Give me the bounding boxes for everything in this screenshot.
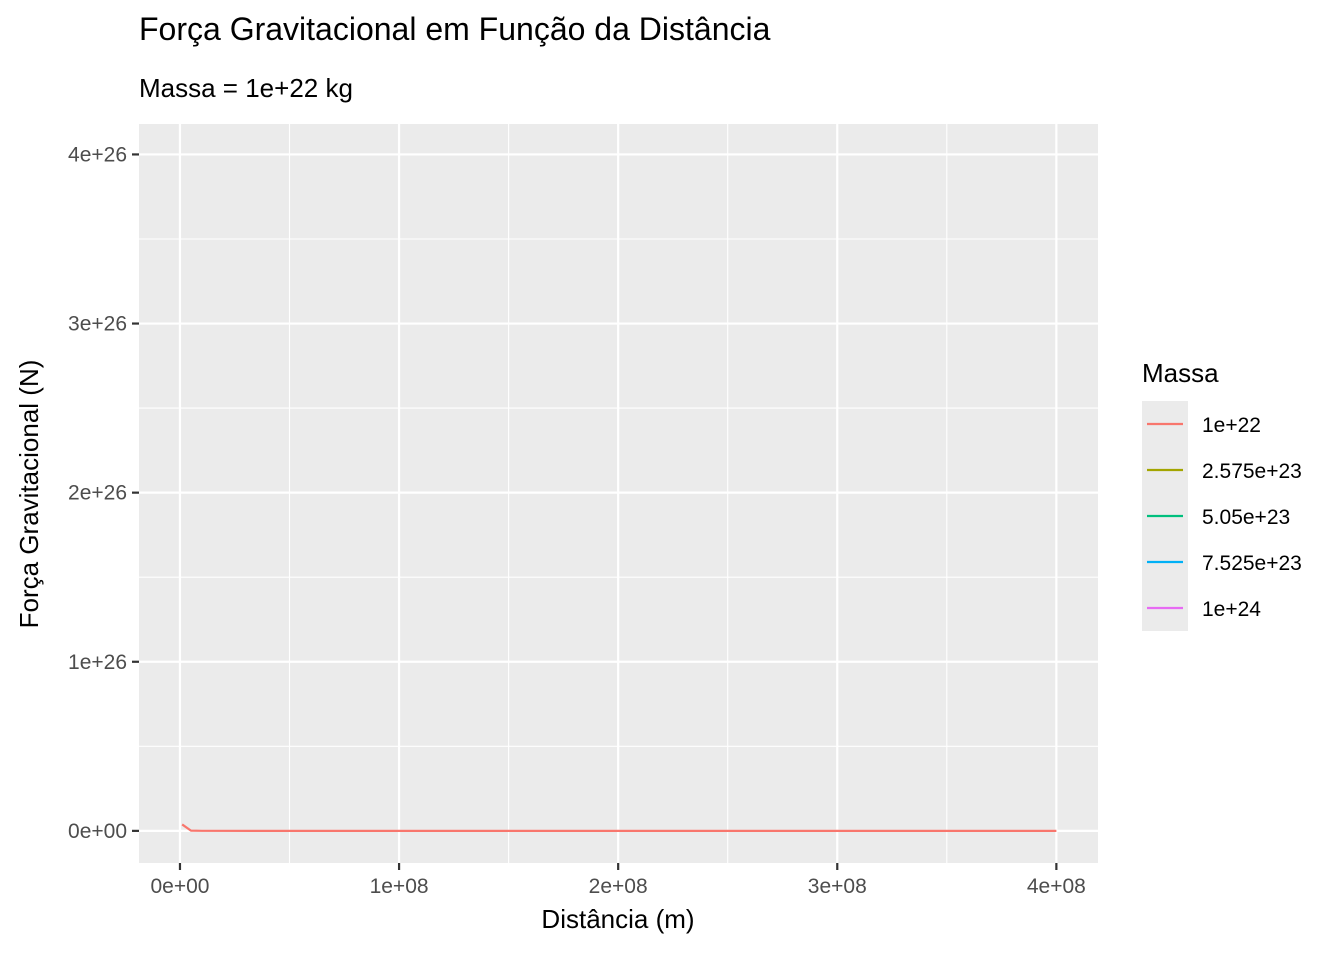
legend-label-2.575e+23: 2.575e+23 [1202,460,1302,483]
y-tick-label: 3e+26 [68,313,127,336]
y-axis-title: Força Gravitacional (N) [14,360,44,629]
series-line-1e+22 [181,823,1057,832]
legend-title: Massa [1142,358,1219,388]
y-tick-label: 2e+26 [68,482,127,505]
x-tick-label: 3e+08 [808,875,867,898]
x-tick-label: 0e+00 [150,875,209,898]
legend: Massa 1e+22 2.575e+23 5.05e+23 7.525e+23 1e+… [1142,358,1302,631]
chart-subtitle: Massa = 1e+22 kg [139,73,353,103]
x-tick-label: 2e+08 [589,875,648,898]
y-tick-label: 0e+00 [68,820,127,843]
y-tick-label: 4e+26 [68,143,127,166]
x-axis: 0e+00 1e+08 2e+08 3e+08 4e+08 [150,863,1086,898]
x-tick-label: 1e+08 [370,875,429,898]
chart-title: Força Gravitacional em Função da Distânc… [139,11,771,47]
x-axis-title: Distância (m) [541,904,694,934]
y-axis: 0e+00 1e+26 2e+26 3e+26 4e+26 [68,143,139,843]
legend-label-7.525e+23: 7.525e+23 [1202,552,1302,575]
legend-label-1e+22: 1e+22 [1202,414,1261,437]
series-lines [181,823,1057,832]
y-tick-label: 1e+26 [68,651,127,674]
legend-label-5.05e+23: 5.05e+23 [1202,506,1290,529]
legend-label-1e+24: 1e+24 [1202,598,1261,621]
x-tick-label: 4e+08 [1027,875,1086,898]
